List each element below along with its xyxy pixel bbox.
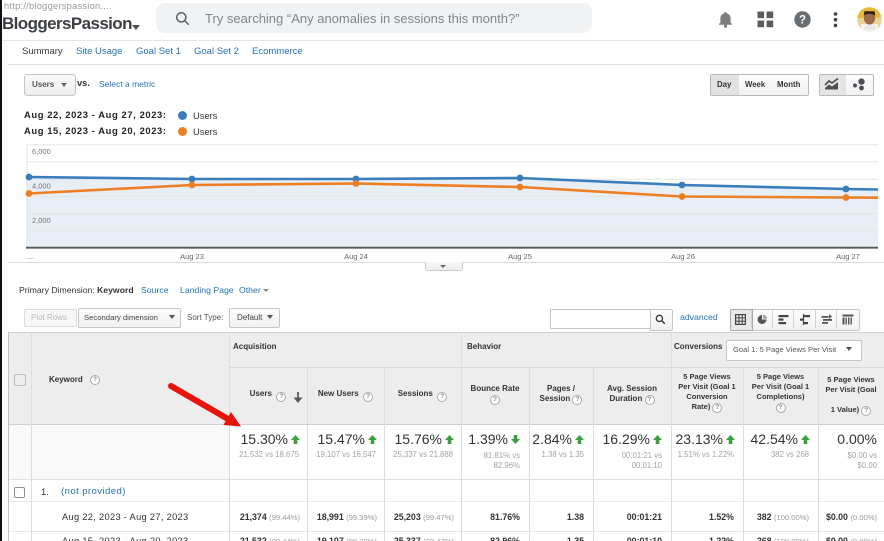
svg-text:...: ...	[27, 252, 33, 261]
svg-text:4,000: 4,000	[32, 181, 51, 190]
svg-text:Aug 27: Aug 27	[836, 252, 860, 261]
svg-text:2,000: 2,000	[32, 216, 51, 225]
svg-text:Aug 24: Aug 24	[344, 252, 368, 261]
svg-text:6,000: 6,000	[32, 147, 51, 156]
svg-text:Aug 26: Aug 26	[671, 252, 695, 261]
svg-text:Aug 23: Aug 23	[180, 252, 204, 261]
svg-text:Aug 25: Aug 25	[508, 252, 532, 261]
svg-text:?: ?	[799, 15, 806, 27]
